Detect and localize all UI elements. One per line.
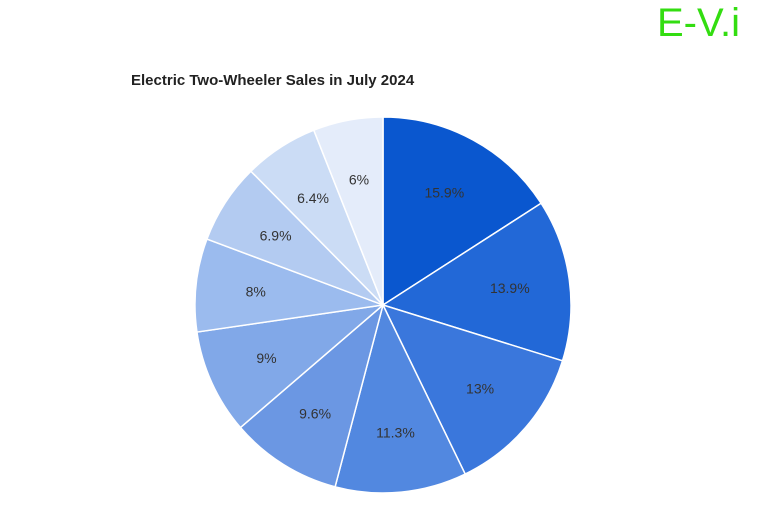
pie-slice-7: [194, 238, 384, 333]
pie-slice-2: [381, 202, 572, 362]
pie-slice-4: [334, 302, 467, 494]
pie-slice-label-8: 6.9%: [260, 227, 292, 243]
pie-slice-6: [196, 303, 386, 429]
watermark-logo-text: E-V.i: [657, 1, 741, 45]
pie-slice-5: [239, 302, 385, 488]
pie-slice-label-2: 13.9%: [490, 280, 530, 296]
pie-slice-label-3: 13%: [466, 380, 494, 396]
pie-slice-3: [381, 303, 564, 476]
pie-slice-label-1: 15.9%: [424, 185, 464, 201]
pie-slice-label-9: 6.4%: [297, 190, 329, 206]
pie-labels: 15.9% 13.9% 13% 11.3% 9.6% 9% 8% 6.9% 6.4% 6%: [246, 171, 530, 440]
pie-slice-1: [382, 116, 543, 307]
chart-title: Electric Two-Wheeler Sales in July 2024: [131, 72, 415, 89]
pie-slice-label-5: 9.6%: [299, 406, 331, 422]
pie-slice-label-7: 8%: [246, 283, 266, 299]
pie-slice-label-4: 11.3%: [376, 424, 415, 440]
pie-slice-label-6: 9%: [256, 350, 276, 366]
pie-slice-10: [312, 116, 384, 306]
pie-slices: [194, 116, 572, 494]
pie-slice-label-10: 6%: [349, 171, 369, 187]
